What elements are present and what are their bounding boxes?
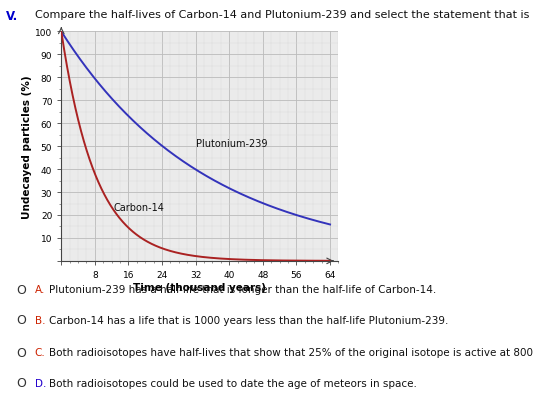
Text: O: O xyxy=(17,313,26,326)
Text: Plutonium-239 has a half-life that is longer than the half-life of Carbon-14.: Plutonium-239 has a half-life that is lo… xyxy=(49,285,437,294)
Text: D.: D. xyxy=(35,378,46,388)
Text: O: O xyxy=(17,283,26,296)
Text: Both radioisotopes have half-lives that show that 25% of the original isotope is: Both radioisotopes have half-lives that … xyxy=(49,347,533,357)
Text: V.: V. xyxy=(6,10,19,23)
Text: Both radioisotopes could be used to date the age of meteors in space.: Both radioisotopes could be used to date… xyxy=(49,378,417,388)
Text: Plutonium-239: Plutonium-239 xyxy=(196,139,267,149)
Text: A.: A. xyxy=(35,285,45,294)
Text: Compare the half-lives of Carbon-14 and Plutonium-239 and select the statement t: Compare the half-lives of Carbon-14 and … xyxy=(35,10,533,20)
X-axis label: Time (thousand years): Time (thousand years) xyxy=(133,282,266,292)
Text: O: O xyxy=(17,346,26,359)
Text: B.: B. xyxy=(35,315,45,325)
Text: Carbon-14 has a life that is 1000 years less than the half-life Plutonium-239.: Carbon-14 has a life that is 1000 years … xyxy=(49,315,448,325)
Text: C.: C. xyxy=(35,347,45,357)
Text: Carbon-14: Carbon-14 xyxy=(114,203,165,213)
Y-axis label: Undecayed particles (%): Undecayed particles (%) xyxy=(22,75,32,218)
Text: O: O xyxy=(17,376,26,389)
